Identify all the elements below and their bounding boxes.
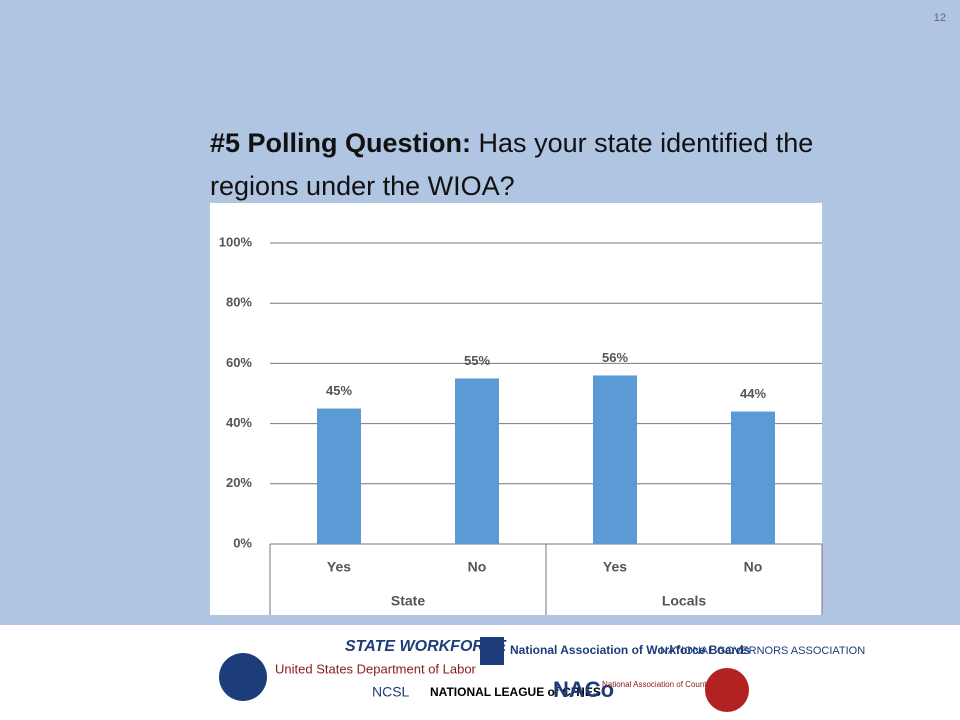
y-tick-label: 80% bbox=[226, 295, 252, 310]
chart-background bbox=[210, 203, 822, 615]
logo: NCSL bbox=[372, 684, 410, 700]
x-tick-label: No bbox=[744, 559, 763, 575]
logo: National Association of Workforce Boards bbox=[510, 643, 750, 657]
logo: National Association of Counties bbox=[602, 680, 717, 689]
group-label: State bbox=[391, 593, 425, 609]
x-tick-label: Yes bbox=[603, 559, 627, 575]
logo-icon bbox=[480, 637, 504, 665]
heading: #5 Polling Question: Has your state iden… bbox=[210, 122, 830, 208]
heading-text: Has your state identified the regions un… bbox=[210, 128, 814, 201]
y-tick-label: 0% bbox=[233, 535, 252, 550]
footer: United States Department of Labor STATE … bbox=[0, 625, 960, 720]
value-label: 45% bbox=[326, 383, 352, 398]
value-label: 44% bbox=[740, 386, 766, 401]
value-label: 56% bbox=[602, 350, 628, 365]
y-tick-label: 40% bbox=[226, 415, 252, 430]
logo-seal bbox=[705, 668, 749, 712]
bar bbox=[317, 408, 361, 544]
logo: NATIONAL GOVERNORS ASSOCIATION bbox=[660, 645, 865, 657]
group-label: Locals bbox=[662, 593, 707, 609]
bar bbox=[455, 378, 499, 544]
bar bbox=[593, 375, 637, 544]
x-tick-label: Yes bbox=[327, 559, 351, 575]
value-label: 55% bbox=[464, 353, 490, 368]
y-tick-label: 100% bbox=[219, 234, 253, 249]
logos: United States Department of Labor STATE … bbox=[219, 637, 865, 712]
logo: NATIONAL LEAGUE of CITIES bbox=[430, 685, 601, 699]
bar bbox=[731, 411, 775, 544]
logo-seal bbox=[219, 653, 267, 701]
heading-lead: #5 Polling Question: bbox=[210, 128, 472, 158]
y-tick-label: 20% bbox=[226, 475, 252, 490]
logo: NACo bbox=[553, 677, 614, 702]
x-tick-label: No bbox=[468, 559, 487, 575]
logo: United States Department of Labor bbox=[275, 661, 477, 676]
y-tick-label: 60% bbox=[226, 355, 252, 370]
logo: STATE WORKFORCE bbox=[345, 638, 508, 655]
slide-number: 12 bbox=[933, 12, 946, 24]
